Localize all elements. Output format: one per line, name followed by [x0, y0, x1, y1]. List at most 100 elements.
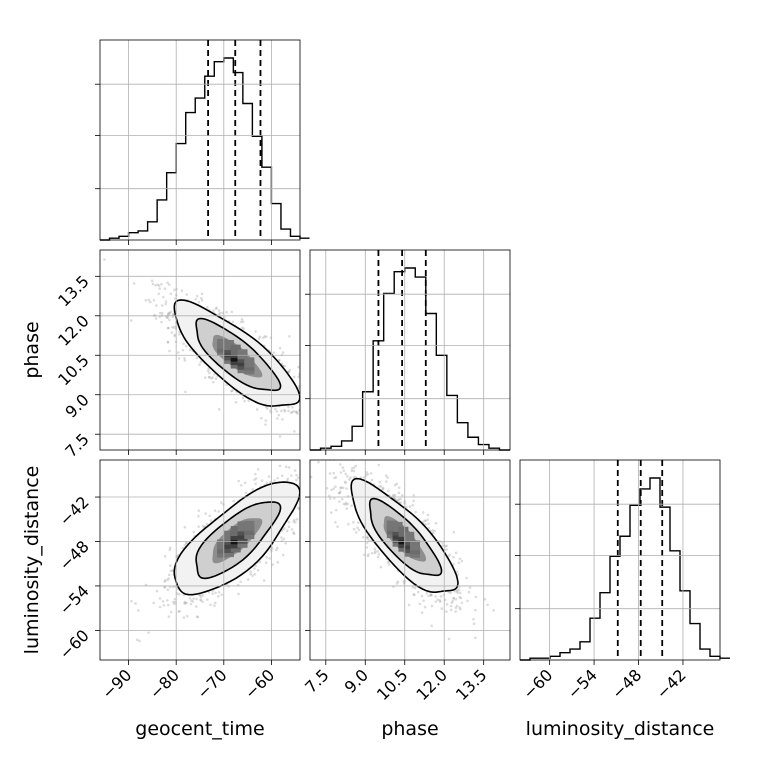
sample-point: [474, 595, 478, 599]
sample-point: [366, 554, 370, 558]
sample-point: [205, 522, 209, 526]
sample-point: [167, 577, 170, 580]
sample-point: [365, 536, 369, 540]
sample-point: [302, 393, 305, 396]
sample-point: [208, 371, 211, 375]
sample-point: [314, 408, 317, 411]
sample-point: [295, 410, 299, 414]
sample-point: [414, 510, 417, 514]
sample-point: [365, 541, 369, 545]
sample-point: [396, 499, 400, 502]
sample-point: [441, 541, 444, 544]
sample-point: [304, 504, 307, 507]
sample-point: [184, 542, 188, 545]
sample-point: [445, 544, 448, 548]
sample-point: [283, 456, 286, 459]
density-block: [392, 521, 403, 532]
sample-point: [373, 551, 377, 555]
sample-point: [439, 595, 443, 598]
sample-point: [352, 469, 356, 473]
sample-point: [301, 502, 304, 505]
histogram-steps-luminosity-distance: [520, 477, 730, 661]
sample-point: [292, 532, 296, 536]
sample-point: [269, 336, 273, 340]
sample-point: [256, 468, 260, 471]
sample-point: [352, 466, 356, 469]
sample-point: [209, 519, 213, 522]
sample-point: [349, 476, 352, 479]
sample-point: [292, 409, 296, 413]
sample-point: [166, 603, 170, 607]
sample-point: [424, 519, 427, 523]
x-tick-label-geocent-time: −60: [241, 665, 278, 702]
sample-point: [271, 563, 275, 566]
sample-point: [232, 499, 236, 503]
sample-point: [137, 609, 140, 612]
sample-point: [427, 522, 430, 525]
sample-point: [198, 363, 201, 366]
sample-point: [282, 537, 286, 541]
sample-point: [296, 506, 300, 510]
sample-point: [302, 548, 305, 551]
sample-point: [459, 596, 463, 600]
sample-point: [150, 279, 154, 283]
sample-point: [165, 316, 169, 320]
sample-point: [264, 419, 268, 422]
sample-point: [306, 501, 309, 504]
density-block: [230, 526, 241, 537]
density-block: [237, 521, 248, 532]
sample-point: [278, 435, 282, 438]
sample-point: [317, 508, 320, 511]
sample-point: [184, 390, 187, 394]
sample-point: [327, 494, 331, 498]
sample-point: [168, 318, 171, 322]
sample-point: [217, 590, 221, 594]
sample-point: [395, 582, 399, 585]
x-tick-label-phase: 9.0: [341, 665, 372, 696]
sample-point: [163, 554, 167, 558]
sample-point: [190, 599, 193, 602]
sample-point: [297, 451, 300, 454]
sample-point: [283, 408, 286, 412]
sample-point: [242, 327, 245, 330]
sample-point: [161, 295, 165, 299]
sample-point: [163, 579, 167, 582]
sample-point: [452, 596, 456, 600]
sample-point: [265, 407, 269, 410]
sample-point: [148, 300, 152, 304]
sample-point: [276, 476, 279, 480]
sample-point: [448, 553, 451, 557]
sample-point: [155, 304, 158, 307]
sample-point: [330, 488, 333, 492]
sample-point: [152, 298, 156, 302]
sample-point: [253, 572, 257, 576]
x-tick-label-luminosity-distance: −42: [652, 665, 689, 702]
sample-point: [392, 493, 395, 497]
sample-point: [304, 491, 307, 494]
sample-point: [346, 502, 350, 506]
sample-point: [197, 300, 201, 304]
sample-point: [306, 408, 309, 411]
sample-point: [298, 408, 300, 412]
sample-point: [332, 487, 336, 490]
sample-point: [240, 317, 244, 321]
sample-point: [350, 467, 354, 470]
sample-point: [421, 511, 425, 514]
sample-point: [249, 570, 253, 574]
sample-point: [342, 502, 346, 506]
sample-point: [218, 311, 222, 315]
sample-point: [208, 375, 211, 379]
sample-point: [306, 503, 309, 506]
histogram-panel-phase: [310, 250, 510, 451]
x-tick-label-phase: 7.5: [301, 665, 332, 696]
sample-point: [365, 535, 369, 538]
sample-point: [293, 518, 296, 522]
sample-point: [427, 594, 430, 598]
sample-point: [246, 578, 250, 581]
sample-point: [400, 493, 404, 497]
sample-point: [206, 598, 209, 601]
sample-point: [195, 597, 198, 601]
sample-point: [413, 586, 417, 590]
sample-point: [249, 572, 252, 576]
sample-point: [260, 479, 264, 482]
